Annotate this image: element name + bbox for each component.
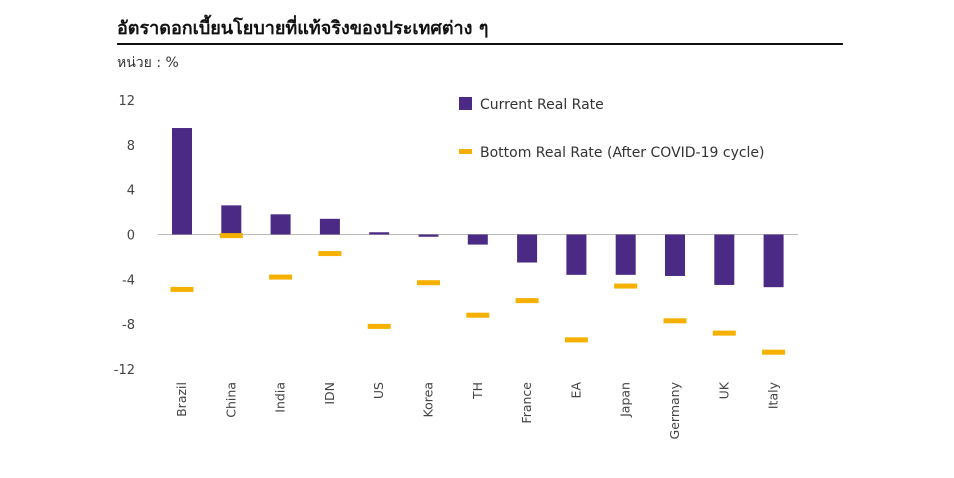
marker-india — [269, 274, 293, 280]
y-axis-ticks: 12 8 4 0 -4 -8 -12 — [114, 94, 135, 378]
category-label: India — [273, 382, 288, 413]
category-labels: Brazil China India IDN US Korea TH France EA Japa… — [174, 381, 781, 439]
category-label: US — [371, 382, 386, 399]
current-rate-bars — [172, 128, 784, 288]
category-label: Japan — [618, 382, 633, 418]
category-label: EA — [568, 382, 583, 399]
bar-italy — [763, 234, 784, 288]
category-label: Germany — [667, 381, 682, 439]
marker-us — [367, 323, 391, 329]
marker-brazil — [170, 286, 194, 292]
y-tick-label: 4 — [127, 184, 135, 199]
bar-china — [221, 205, 242, 235]
category-label: Korea — [421, 382, 436, 417]
bar-brazil — [172, 128, 192, 235]
bar-idn — [319, 218, 340, 235]
marker-china — [219, 233, 243, 239]
bar-japan — [615, 234, 636, 275]
y-tick-label: -12 — [114, 363, 135, 378]
bottom-rate-markers — [170, 233, 786, 355]
y-tick-label: 8 — [127, 139, 135, 154]
legend-label-bottom: Bottom Real Rate (After COVID-19 cycle) — [480, 145, 765, 161]
y-tick-label: -4 — [122, 273, 135, 288]
bar-th — [467, 234, 488, 245]
category-label: TH — [470, 382, 485, 400]
marker-idn — [318, 251, 342, 257]
bar-uk — [714, 234, 735, 285]
y-tick-label: 12 — [118, 94, 135, 109]
category-label: UK — [716, 381, 731, 399]
y-tick-label: -8 — [122, 318, 135, 333]
bar-india — [270, 214, 291, 235]
marker-ea — [564, 337, 588, 343]
category-label: China — [223, 382, 238, 418]
legend-swatch-bottom — [459, 149, 472, 154]
chart-title: อัตราดอกเบี้ยนโยบายที่แท้จริงของประเทศต่… — [117, 18, 489, 39]
unit-label: หน่วย : % — [117, 55, 179, 71]
y-tick-label: 0 — [127, 229, 135, 244]
marker-th — [466, 312, 490, 318]
marker-germany — [663, 318, 687, 324]
legend: Current Real Rate Bottom Real Rate (After… — [459, 97, 765, 161]
category-label: IDN — [322, 382, 337, 405]
bar-germany — [665, 234, 685, 276]
category-label: Italy — [766, 381, 781, 409]
marker-korea — [417, 280, 440, 286]
bar-us — [369, 232, 390, 235]
legend-swatch-current — [459, 97, 472, 110]
legend-label-current: Current Real Rate — [480, 97, 604, 113]
bar-france — [517, 234, 538, 263]
category-label: France — [519, 382, 534, 424]
marker-japan — [614, 283, 638, 289]
bar-korea — [418, 234, 439, 237]
marker-italy — [762, 349, 786, 355]
bar-ea — [566, 234, 587, 275]
marker-uk — [712, 330, 736, 336]
category-label: Brazil — [174, 382, 189, 417]
marker-france — [515, 298, 539, 304]
title-underline — [117, 43, 843, 45]
